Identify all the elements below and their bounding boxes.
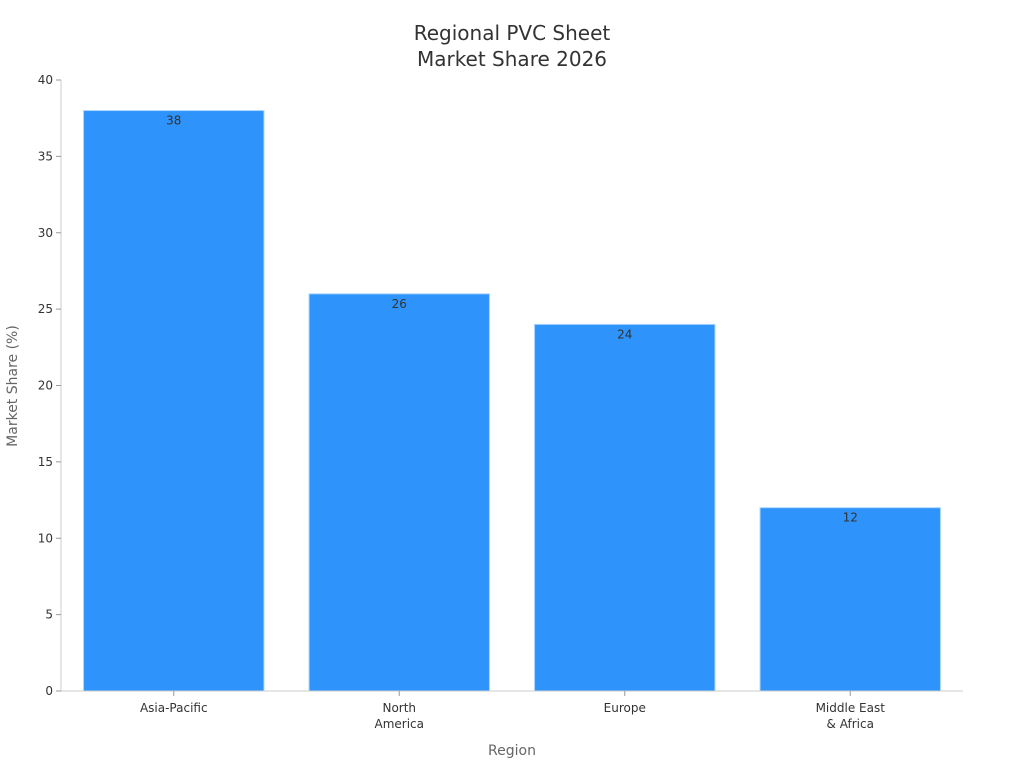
data-label: 12 bbox=[843, 511, 858, 525]
bar bbox=[308, 293, 490, 692]
y-tick-label: 40 bbox=[38, 73, 53, 87]
y-tick-label: 5 bbox=[45, 608, 53, 622]
y-tick-label: 35 bbox=[38, 149, 53, 163]
y-tick-label: 25 bbox=[38, 302, 53, 316]
x-tick-label: North bbox=[382, 701, 416, 715]
chart-title-line2: Market Share 2026 bbox=[417, 47, 607, 71]
bar bbox=[759, 507, 941, 692]
bar bbox=[83, 110, 265, 692]
x-tick-label: Middle East bbox=[816, 701, 886, 715]
y-tick-label: 15 bbox=[38, 455, 53, 469]
y-tick-label: 0 bbox=[45, 684, 53, 698]
data-label: 26 bbox=[392, 297, 407, 311]
y-tick-label: 10 bbox=[38, 531, 53, 545]
y-axis-label: Market Share (%) bbox=[5, 325, 21, 447]
bar bbox=[534, 323, 716, 692]
y-tick-label: 30 bbox=[38, 226, 53, 240]
x-tick-label: & Africa bbox=[827, 717, 874, 731]
data-label: 24 bbox=[617, 327, 632, 341]
x-tick-label: Europe bbox=[604, 701, 646, 715]
x-axis-label: Region bbox=[488, 743, 536, 759]
data-label: 38 bbox=[166, 114, 181, 128]
x-tick-label: Asia-Pacific bbox=[140, 701, 208, 715]
y-tick-label: 20 bbox=[38, 379, 53, 393]
chart-title-line1: Regional PVC Sheet bbox=[414, 21, 611, 45]
x-tick-label: America bbox=[375, 717, 425, 731]
